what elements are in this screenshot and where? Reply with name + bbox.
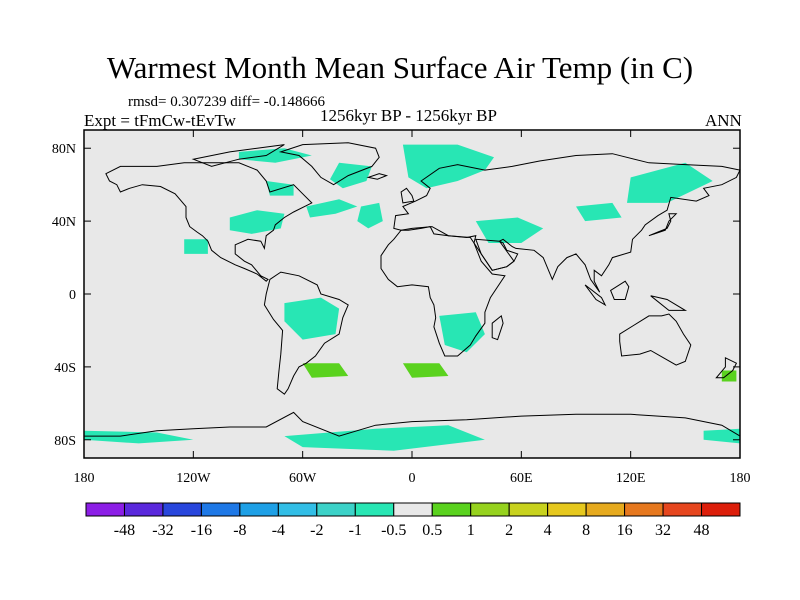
legend-swatch bbox=[508, 502, 549, 517]
legend-swatch bbox=[470, 502, 510, 517]
lon-tick-label: 120W bbox=[176, 471, 211, 486]
coastline-new-guinea bbox=[650, 295, 688, 311]
anomaly-weddell-sea bbox=[284, 425, 485, 451]
legend-label: 0.5 bbox=[422, 522, 442, 539]
legend-label: -4 bbox=[272, 522, 285, 539]
anomaly-siberia-east bbox=[627, 162, 713, 203]
legend-swatch bbox=[162, 502, 202, 517]
legend-label: 1 bbox=[467, 522, 475, 539]
legend-swatch bbox=[239, 502, 279, 517]
legend-swatch bbox=[85, 502, 125, 517]
coastline-africa bbox=[380, 226, 506, 357]
legend-label: -1 bbox=[349, 522, 362, 539]
rmsd-diff-stats: rmsd= 0.307239 diff= -0.148666 bbox=[128, 94, 326, 110]
legend-swatch bbox=[624, 502, 664, 517]
coastline-indonesia-borneo bbox=[609, 280, 630, 300]
legend-swatch bbox=[123, 502, 164, 517]
coastline-arabia bbox=[475, 238, 519, 271]
anomaly-north-america-west bbox=[184, 239, 208, 254]
legend-swatch bbox=[431, 502, 472, 517]
color-legend: -48 -32 -16 -8 -4 -2 -1 -0.5 0.5 1 2 4 8 16 32 48 bbox=[85, 502, 741, 539]
anomaly-mid-atlantic bbox=[357, 202, 383, 229]
legend-label: 16 bbox=[617, 522, 633, 539]
coastlines bbox=[84, 142, 741, 437]
legend-swatch bbox=[662, 502, 703, 517]
legend-label: -2 bbox=[310, 522, 323, 539]
lat-tick-label: 40S bbox=[54, 361, 76, 376]
legend-swatch bbox=[354, 502, 395, 517]
coastline-australia bbox=[619, 313, 692, 366]
lon-tick-label: 180 bbox=[730, 471, 751, 486]
lon-tick-label: 0 bbox=[409, 471, 416, 486]
coastline-iceland bbox=[366, 173, 389, 180]
legend-label: -0.5 bbox=[381, 522, 406, 539]
coastline-sumatra bbox=[584, 284, 607, 307]
legend-swatch bbox=[585, 502, 626, 517]
season-label: ANN bbox=[705, 111, 742, 130]
experiment-label: Expt = tFmCw-tEvTw bbox=[84, 111, 236, 130]
anomaly-south-pacific-east bbox=[84, 430, 194, 444]
coastline-japan bbox=[648, 213, 678, 237]
lat-tick-label: 80N bbox=[52, 142, 76, 157]
anomaly-southern-africa bbox=[439, 312, 485, 353]
legend-label: 32 bbox=[655, 522, 671, 539]
legend-swatch bbox=[701, 502, 741, 517]
legend-swatch bbox=[200, 502, 241, 517]
anomaly-south-indian bbox=[402, 363, 449, 378]
legend-label: 2 bbox=[505, 522, 513, 539]
anomaly-arctic-canada bbox=[238, 148, 312, 163]
axis-ticks: 80N 40N 0 40S 80S 180 120W 60W 0 60E 120E 180 bbox=[52, 130, 751, 486]
legend-label: -48 bbox=[114, 522, 135, 539]
coastline-uk bbox=[400, 187, 415, 204]
anomaly-regions bbox=[84, 144, 740, 451]
figure-title: Warmest Month Mean Surface Air Temp (in … bbox=[106, 50, 694, 85]
legend-swatch bbox=[393, 502, 433, 517]
legend-label: -32 bbox=[152, 522, 173, 539]
legend-label: -16 bbox=[191, 522, 212, 539]
lon-tick-label: 60E bbox=[510, 471, 533, 486]
anomaly-north-america-east bbox=[229, 210, 285, 234]
legend-label: -8 bbox=[233, 522, 246, 539]
lon-tick-label: 120E bbox=[616, 471, 646, 486]
coastline-madagascar bbox=[491, 315, 504, 341]
coastline-antarctica bbox=[84, 411, 741, 437]
legend-swatch bbox=[277, 502, 318, 517]
period-label: 1256kyr BP - 1256kyr BP bbox=[320, 106, 497, 125]
lon-tick-label: 180 bbox=[74, 471, 95, 486]
anomaly-labrador bbox=[266, 181, 294, 196]
coastline-greenland bbox=[278, 142, 380, 186]
anomaly-mongolia bbox=[576, 202, 622, 222]
legend-swatch bbox=[316, 502, 356, 517]
coastline-south-america bbox=[263, 271, 349, 395]
lat-tick-label: 80S bbox=[54, 434, 76, 449]
anomaly-tasman bbox=[721, 370, 737, 382]
anomaly-north-atlantic-west bbox=[306, 199, 358, 218]
legend-swatch bbox=[547, 502, 587, 517]
lat-tick-label: 0 bbox=[69, 288, 76, 303]
anomaly-amazon-brazil bbox=[284, 297, 340, 340]
coastline-new-zealand bbox=[715, 356, 738, 379]
coastline-north-america bbox=[105, 162, 313, 282]
legend-label: 4 bbox=[544, 522, 552, 539]
lon-tick-label: 60W bbox=[289, 471, 317, 486]
anomaly-ross-sea-east bbox=[703, 428, 740, 444]
anomaly-south-atlantic bbox=[302, 363, 349, 378]
legend-label: 48 bbox=[694, 522, 710, 539]
lat-tick-label: 40N bbox=[52, 215, 76, 230]
anomaly-greenland-north-atlantic bbox=[330, 162, 372, 189]
legend-label: 8 bbox=[582, 522, 590, 539]
coastline-arctic-islands bbox=[191, 144, 285, 167]
anomaly-middle-east-central-asia bbox=[475, 217, 544, 243]
